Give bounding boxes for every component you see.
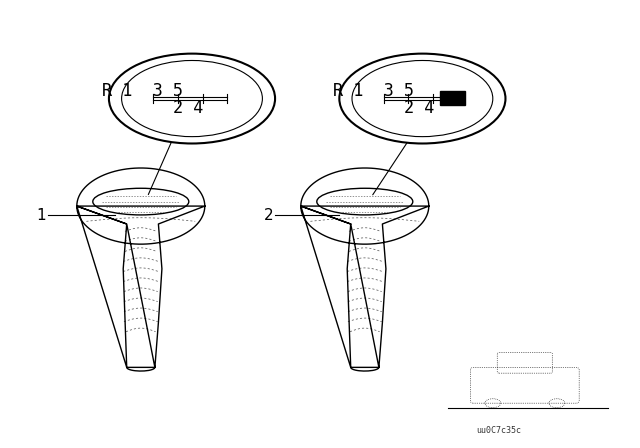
FancyBboxPatch shape — [440, 91, 465, 105]
Text: R 1  3 5: R 1 3 5 — [333, 82, 413, 100]
Text: R 1  3 5: R 1 3 5 — [102, 82, 183, 100]
Ellipse shape — [122, 60, 262, 137]
Text: 2 4: 2 4 — [404, 99, 434, 117]
Ellipse shape — [339, 54, 506, 143]
Text: 1: 1 — [36, 207, 47, 223]
Text: uu0C7c35c: uu0C7c35c — [477, 426, 522, 435]
Ellipse shape — [352, 60, 493, 137]
Text: 2 4: 2 4 — [173, 99, 204, 117]
Text: 2: 2 — [264, 207, 274, 223]
Ellipse shape — [109, 54, 275, 143]
